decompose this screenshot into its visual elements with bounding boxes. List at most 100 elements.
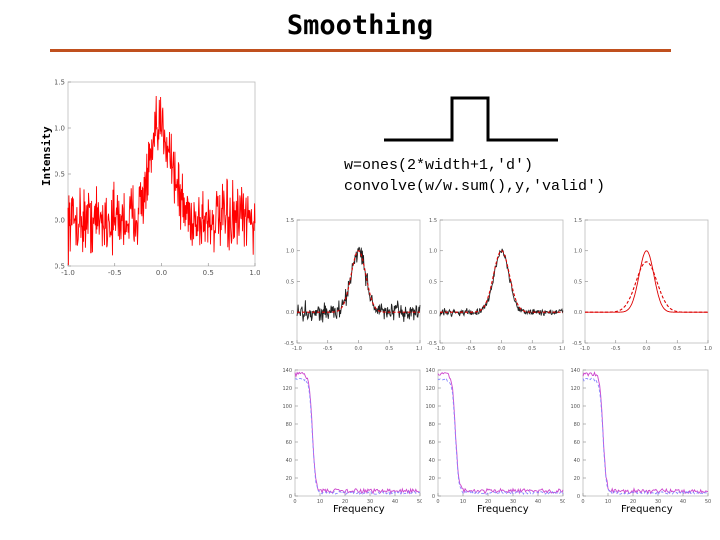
x-tick-label: 0 — [581, 499, 584, 505]
x-tick-label: 0 — [436, 499, 439, 505]
plot-frame — [584, 219, 709, 344]
x-tick-label: -1.0 — [292, 346, 302, 352]
y-tick-label: 40 — [286, 458, 292, 464]
x-tick-label: 10 — [605, 499, 611, 505]
y-tick-label: 20 — [429, 476, 435, 482]
x-tick-label: 0.0 — [355, 346, 363, 352]
x-tick-label: 0.5 — [385, 346, 393, 352]
y-tick-label: 1.5 — [55, 78, 65, 86]
filtered-spectrum-line — [437, 377, 564, 496]
y-tick-label: 100 — [425, 404, 435, 410]
title-underline — [50, 49, 671, 52]
x-tick-label: 50 — [560, 499, 565, 505]
frequency-label-1: Frequency — [333, 504, 385, 515]
plot-frame — [296, 219, 421, 344]
x-tick-label: -0.5 — [466, 346, 476, 352]
x-tick-label: 50 — [705, 499, 711, 505]
x-tick-label: 0.0 — [498, 346, 506, 352]
plot-frame — [582, 369, 709, 497]
filtered-spectrum-line — [582, 377, 709, 496]
y-tick-label: 100 — [570, 404, 580, 410]
y-tick-label: 140 — [570, 368, 580, 374]
y-tick-label: 0 — [432, 494, 435, 500]
x-tick-label: 0.0 — [156, 269, 167, 277]
spectrum-plot-2: 0 20 40 60 80 100 120 140 0 10 20 30 40 50 — [425, 368, 565, 505]
plot-frame — [294, 369, 421, 497]
x-tick-label: 0 — [293, 499, 296, 505]
y-tick-label: 0.5 — [574, 279, 582, 285]
x-tick-label: 40 — [535, 499, 541, 505]
y-tick-label: 60 — [574, 440, 580, 446]
slide-title: Smoothing — [286, 10, 434, 41]
x-tick-label: 1.0 — [249, 269, 260, 277]
x-tick-label: 0.5 — [528, 346, 536, 352]
y-tick-label: 120 — [425, 386, 435, 392]
y-tick-label: 1.0 — [429, 249, 437, 255]
y-tick-label: 0.0 — [429, 310, 437, 316]
y-tick-label: 0.0 — [286, 310, 294, 316]
code-snippet: w=ones(2*width+1,'d') convolve(w/w.sum()… — [344, 155, 605, 197]
x-tick-label: 10 — [317, 499, 323, 505]
y-tick-label: 120 — [570, 386, 580, 392]
filtered-spectrum-line — [294, 378, 421, 496]
y-tick-label: 40 — [429, 458, 435, 464]
x-tick-label: -0.5 — [108, 269, 122, 277]
x-tick-label: 40 — [392, 499, 398, 505]
y-tick-label: 1.5 — [574, 218, 582, 224]
x-tick-label: 30 — [655, 499, 661, 505]
y-tick-label: 140 — [425, 368, 435, 374]
x-tick-label: 0.5 — [673, 346, 681, 352]
y-tick-label: -0.5 — [427, 341, 437, 347]
plot-frame — [437, 369, 564, 497]
plot-frame — [439, 219, 564, 344]
spectrum-plot-1: 0 20 40 60 80 100 120 140 0 10 20 30 40 50 — [282, 368, 422, 505]
code-line-1: w=ones(2*width+1,'d') — [344, 157, 534, 174]
x-tick-label: -1.0 — [61, 269, 75, 277]
code-line-2: convolve(w/w.sum(),y,'valid') — [344, 178, 606, 195]
y-axis-label: Intensity — [40, 126, 53, 186]
y-tick-label: 0.0 — [55, 216, 65, 224]
x-tick-label: 20 — [485, 499, 491, 505]
y-tick-label: 0.5 — [286, 279, 294, 285]
frequency-label-3: Frequency — [621, 504, 673, 515]
x-tick-label: 1.0 — [559, 346, 565, 352]
y-tick-label: 60 — [429, 440, 435, 446]
raw-signal-plot: -0.50.00.51.01.5-1.0-0.50.00.51.0 — [55, 78, 260, 277]
x-tick-label: 50 — [417, 499, 422, 505]
x-tick-label: 20 — [342, 499, 348, 505]
spectrum-plot-3: 0 20 40 60 80 100 120 140 0 10 20 30 40 50 — [570, 368, 711, 505]
y-tick-label: 100 — [282, 404, 292, 410]
x-tick-label: 1.0 — [416, 346, 422, 352]
y-tick-label: 1.5 — [286, 218, 294, 224]
plot-frame — [67, 81, 256, 267]
smoothed-plot-1: -0.50.00.51.01.5-1.0-0.50.00.51.0 — [284, 218, 422, 352]
y-tick-label: 40 — [574, 458, 580, 464]
y-tick-label: 120 — [282, 386, 292, 392]
x-tick-label: 20 — [630, 499, 636, 505]
x-tick-label: 30 — [510, 499, 516, 505]
smoothed-plot-2: -0.50.00.51.01.5-1.0-0.50.00.51.0 — [427, 218, 565, 352]
x-tick-label: -1.0 — [580, 346, 590, 352]
y-tick-label: 80 — [286, 422, 292, 428]
y-tick-label: 20 — [574, 476, 580, 482]
x-tick-label: 1.0 — [704, 346, 712, 352]
y-tick-label: 140 — [282, 368, 292, 374]
x-tick-label: 30 — [367, 499, 373, 505]
noisy-signal-line — [67, 95, 256, 266]
frequency-label-2: Frequency — [477, 504, 529, 515]
y-tick-label: 0 — [577, 494, 580, 500]
x-tick-label: 40 — [680, 499, 686, 505]
y-tick-label: 1.0 — [574, 249, 582, 255]
x-tick-label: -1.0 — [435, 346, 445, 352]
y-tick-label: 20 — [286, 476, 292, 482]
x-tick-label: 10 — [460, 499, 466, 505]
x-tick-label: 0.0 — [643, 346, 651, 352]
filtered-signal-line — [585, 261, 708, 313]
y-tick-label: 1.0 — [55, 124, 65, 132]
y-tick-label: 80 — [574, 422, 580, 428]
y-tick-label: 1.5 — [429, 218, 437, 224]
x-tick-label: 0.5 — [203, 269, 214, 277]
filtered-signal-line — [297, 250, 420, 313]
y-tick-label: 80 — [429, 422, 435, 428]
y-tick-label: 0.5 — [429, 279, 437, 285]
